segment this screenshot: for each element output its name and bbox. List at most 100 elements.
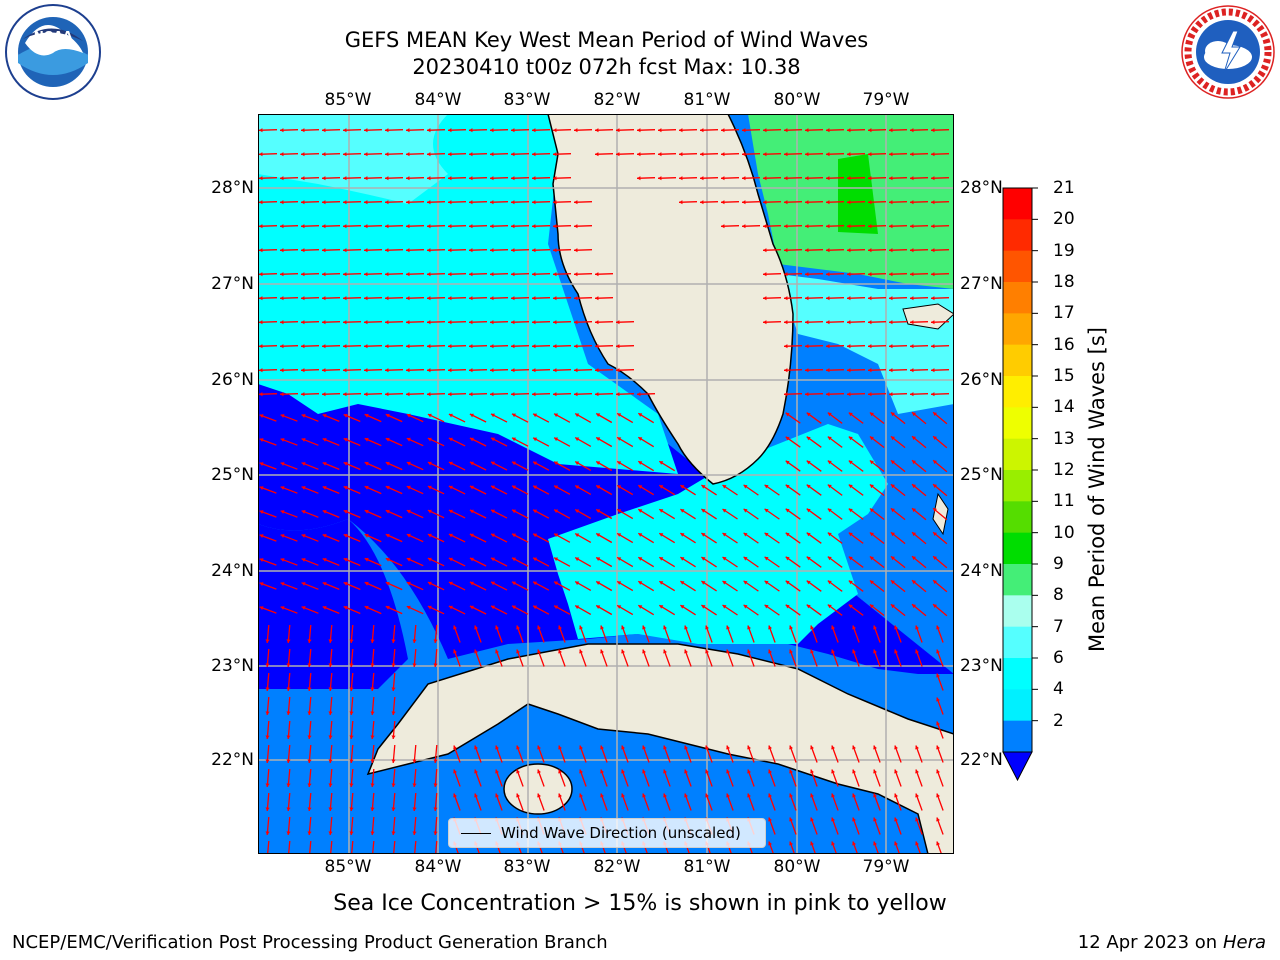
sea-ice-note: Sea Ice Concentration > 15% is shown in … bbox=[333, 891, 947, 916]
wind-wave-arrowhead bbox=[700, 200, 704, 205]
colorbar-segment bbox=[1003, 407, 1032, 440]
wind-wave-arrowhead bbox=[495, 769, 499, 774]
wind-wave-arrowhead bbox=[747, 649, 751, 654]
wind-wave-arrowhead bbox=[810, 769, 814, 774]
wind-wave-arrowhead bbox=[554, 461, 559, 466]
wind-wave-arrowhead bbox=[806, 412, 811, 417]
wind-wave-arrowhead bbox=[574, 296, 578, 301]
wind-wave-arrowhead bbox=[448, 581, 453, 586]
colorbar-segment bbox=[1003, 188, 1032, 220]
lon-label-top: 79°W bbox=[862, 90, 910, 110]
wind-wave-arrowhead bbox=[847, 248, 851, 253]
wind-wave-arrowhead bbox=[868, 200, 872, 205]
wind-wave-arrowhead bbox=[621, 649, 625, 654]
wind-wave-arrowhead bbox=[511, 368, 515, 373]
wind-wave-arrowhead bbox=[427, 509, 432, 514]
wind-wave-arrowhead bbox=[579, 625, 583, 630]
wind-wave-arrowhead bbox=[847, 344, 851, 349]
wind-wave-arrowhead bbox=[469, 128, 473, 133]
region-cyan-straits bbox=[548, 424, 888, 644]
wind-wave-arrowhead bbox=[890, 508, 895, 513]
colorbar-segment bbox=[1003, 501, 1032, 534]
lat-label-left: 23°N bbox=[211, 656, 254, 676]
wind-wave-arrowhead bbox=[307, 639, 312, 643]
wind-wave-arrowhead bbox=[385, 437, 390, 442]
wind-wave-arrowhead bbox=[852, 817, 856, 822]
wind-wave-arrowhead bbox=[579, 769, 583, 774]
region-cyan-northwest bbox=[258, 114, 678, 474]
wind-wave-arrowhead bbox=[910, 200, 914, 205]
colorbar bbox=[1002, 187, 1038, 782]
wind-wave-arrowhead bbox=[659, 581, 664, 585]
wind-wave-arrowhead bbox=[595, 320, 599, 325]
wind-wave-arrowhead bbox=[827, 580, 832, 585]
wind-wave-arrowhead bbox=[301, 128, 305, 133]
wind-wave-arrowhead bbox=[259, 606, 264, 610]
wind-wave-arrowhead bbox=[785, 508, 790, 513]
wind-wave-arrowhead bbox=[663, 793, 667, 798]
colorbar-tick-label: 12 bbox=[1053, 460, 1075, 480]
wind-wave-arrowhead bbox=[936, 793, 940, 798]
wind-wave-arrowhead bbox=[280, 128, 284, 133]
wind-wave-arrowhead bbox=[868, 344, 872, 349]
wind-wave-arrowhead bbox=[286, 639, 291, 643]
wind-wave-arrowhead bbox=[616, 344, 620, 349]
wind-wave-arrowhead bbox=[638, 581, 643, 585]
wind-wave-arrowhead bbox=[784, 392, 788, 397]
wind-wave-arrowhead bbox=[391, 711, 396, 715]
wind-wave-arrowhead bbox=[637, 392, 641, 397]
legend-label: Wind Wave Direction (unscaled) bbox=[501, 824, 741, 842]
wind-wave-arrowhead bbox=[826, 128, 830, 133]
wind-wave-arrowhead bbox=[448, 413, 453, 418]
wind-wave-arrowhead bbox=[574, 200, 578, 205]
footer-machine: Hera bbox=[1222, 932, 1266, 953]
wind-wave-arrowhead bbox=[491, 461, 495, 466]
wind-wave-arrowhead bbox=[406, 485, 411, 490]
wind-wave-arrowhead bbox=[596, 437, 601, 441]
wind-wave-arrow bbox=[266, 840, 270, 854]
wind-wave-arrowhead bbox=[511, 200, 515, 205]
wind-wave-arrowhead bbox=[595, 296, 599, 301]
wind-wave-arrowhead bbox=[406, 296, 410, 301]
wind-wave-arrowhead bbox=[912, 556, 916, 561]
wind-wave-arrowhead bbox=[533, 461, 538, 466]
wind-wave-arrowhead bbox=[869, 412, 874, 417]
wind-wave-arrowhead bbox=[364, 176, 368, 181]
wind-wave-arrowhead bbox=[532, 344, 536, 349]
colorbar-tick-label: 6 bbox=[1053, 648, 1064, 668]
lat-label-left: 26°N bbox=[211, 370, 254, 390]
wind-wave-arrowhead bbox=[785, 604, 790, 609]
wind-wave-arrowhead bbox=[322, 128, 326, 133]
wind-wave-arrowhead bbox=[280, 224, 284, 229]
wind-wave-arrowhead bbox=[721, 224, 725, 229]
wind-wave-arrowhead bbox=[453, 769, 457, 774]
colorbar-segment bbox=[1003, 470, 1032, 502]
wind-wave-arrowhead bbox=[343, 533, 348, 538]
wind-wave-arrowhead bbox=[385, 557, 390, 562]
wind-wave-arrowhead bbox=[910, 152, 914, 157]
wind-wave-arrowhead bbox=[427, 296, 431, 301]
wind-wave-arrowhead bbox=[575, 485, 580, 490]
wind-wave-arrowhead bbox=[915, 745, 919, 750]
wind-wave-arrowhead bbox=[894, 793, 898, 798]
wind-wave-arrowhead bbox=[495, 649, 499, 654]
wind-wave-arrowhead bbox=[621, 625, 625, 630]
wind-wave-arrowhead bbox=[910, 248, 914, 253]
wind-wave-arrowhead bbox=[385, 485, 390, 490]
wind-wave-arrow bbox=[434, 840, 438, 854]
graticule bbox=[258, 114, 954, 854]
wind-wave-arrowhead bbox=[642, 745, 646, 750]
wind-wave-arrowhead bbox=[831, 769, 835, 774]
wind-wave-arrows bbox=[258, 128, 950, 854]
wind-wave-arrowhead bbox=[768, 841, 772, 846]
wind-wave-arrowhead bbox=[533, 413, 538, 418]
wind-wave-arrowhead bbox=[912, 604, 916, 609]
wind-wave-arrowhead bbox=[406, 176, 410, 181]
wind-wave-arrowhead bbox=[553, 344, 557, 349]
wind-wave-arrowhead bbox=[931, 128, 935, 133]
wind-wave-arrowhead bbox=[936, 745, 940, 750]
wind-wave-arrowhead bbox=[322, 296, 326, 301]
wind-wave-arrowhead bbox=[448, 368, 452, 373]
wind-wave-arrowhead bbox=[558, 625, 562, 630]
wind-wave-arrowhead bbox=[616, 152, 620, 157]
